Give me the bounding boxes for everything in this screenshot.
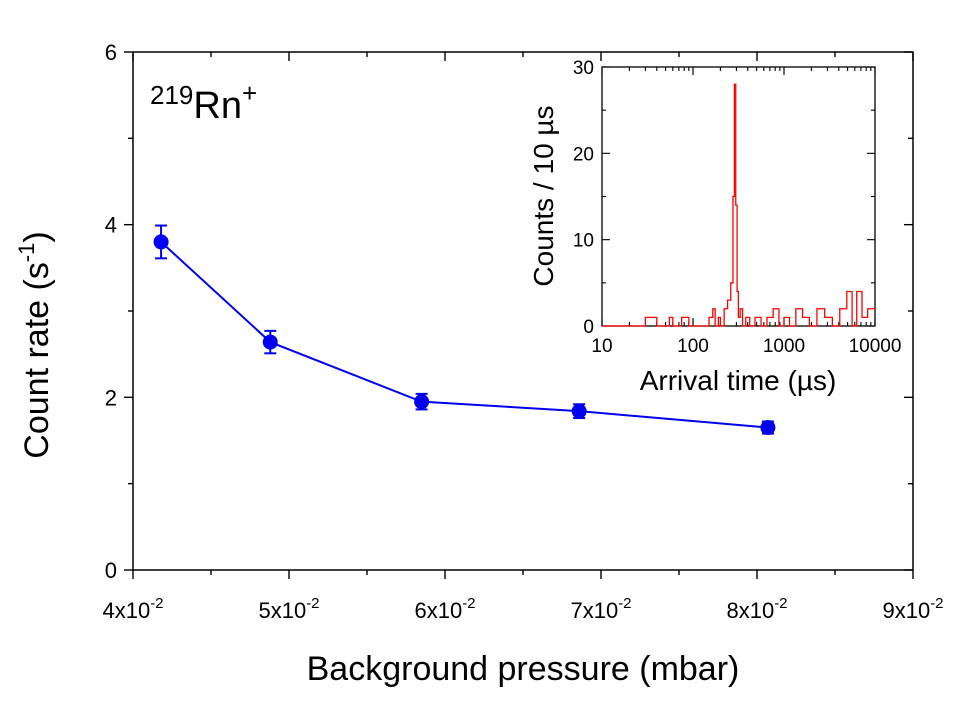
- data-point: [153, 234, 169, 250]
- main-x-tick-label: 4x10-2: [102, 595, 163, 623]
- main-y-tick-label: 0: [105, 558, 117, 583]
- inset-y-tick-labels: 0 10 20 30: [573, 58, 594, 338]
- main-y-axis-exponent: -1: [14, 243, 39, 263]
- inset-series: [602, 83, 875, 327]
- main-x-tick-label: 9x10-2: [882, 595, 943, 623]
- main-y-tick-label: 2: [105, 385, 117, 410]
- main-x-tick-label: 6x10-2: [414, 595, 475, 623]
- inset-x-tick-label: 1000: [763, 336, 805, 357]
- inset-y-tick-label: 0: [583, 317, 594, 338]
- inset-y-axis-title: Counts / 10 µs: [528, 105, 559, 286]
- main-series: [153, 224, 776, 436]
- inset-x-tick-label: 100: [677, 336, 709, 357]
- isotope-annotation: 219Rn+: [150, 78, 257, 127]
- data-point: [571, 403, 587, 419]
- data-point: [262, 334, 278, 350]
- inset-plot-background: [602, 67, 875, 326]
- inset-x-tick-label: 10000: [849, 336, 902, 357]
- data-point: [760, 420, 776, 436]
- inset-y-tick-label: 10: [573, 231, 594, 252]
- main-x-tick-label: 5x10-2: [258, 595, 319, 623]
- isotope-mass-number: 219: [150, 80, 193, 110]
- inset-y-tick-label: 20: [573, 144, 594, 165]
- inset-y-tick-label: 30: [573, 58, 594, 79]
- main-x-tick-labels: 4x10-2 5x10-2 6x10-2 7x10-2 8x10-2 9x10-2: [102, 595, 943, 623]
- main-y-tick-label: 6: [105, 40, 117, 65]
- inset-histogram-line: [602, 83, 875, 327]
- main-x-tick-label: 8x10-2: [726, 595, 787, 623]
- main-x-tick-label: 7x10-2: [570, 595, 631, 623]
- main-axis-ticks: [124, 51, 914, 579]
- inset-x-axis-title: Arrival time (µs): [640, 365, 837, 396]
- main-y-tick-label: 4: [105, 213, 117, 238]
- inset-x-tick-labels: 10 100 1000 10000: [591, 336, 901, 357]
- inset-x-tick-label: 10: [591, 336, 612, 357]
- main-y-axis-title: Count rate (s-1): [14, 231, 56, 458]
- main-x-axis-title: Background pressure (mbar): [307, 650, 740, 688]
- main-y-tick-labels: 0 2 4 6: [105, 40, 117, 583]
- data-point: [414, 394, 430, 410]
- main-chart: 4x10-2 5x10-2 6x10-2 7x10-2 8x10-2 9x10-2 0 2 4…: [14, 40, 944, 688]
- isotope-charge: +: [242, 78, 257, 108]
